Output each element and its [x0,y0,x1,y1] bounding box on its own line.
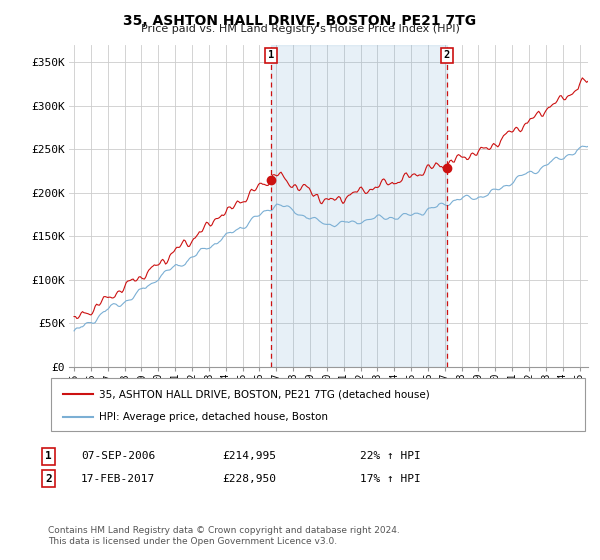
Text: 1: 1 [45,451,52,461]
Text: £214,995: £214,995 [222,451,276,461]
Text: 35, ASHTON HALL DRIVE, BOSTON, PE21 7TG (detached house): 35, ASHTON HALL DRIVE, BOSTON, PE21 7TG … [99,389,430,399]
Text: Price paid vs. HM Land Registry's House Price Index (HPI): Price paid vs. HM Land Registry's House … [140,24,460,34]
Text: 2: 2 [443,50,450,60]
Text: 17% ↑ HPI: 17% ↑ HPI [360,474,421,484]
Text: HPI: Average price, detached house, Boston: HPI: Average price, detached house, Bost… [99,412,328,422]
Text: 22% ↑ HPI: 22% ↑ HPI [360,451,421,461]
Text: 2: 2 [45,474,52,484]
Text: 1: 1 [268,50,274,60]
Bar [271,45,447,367]
Text: £228,950: £228,950 [222,474,276,484]
Text: 35, ASHTON HALL DRIVE, BOSTON, PE21 7TG: 35, ASHTON HALL DRIVE, BOSTON, PE21 7TG [124,14,476,28]
Text: Contains HM Land Registry data © Crown copyright and database right 2024.
This d: Contains HM Land Registry data © Crown c… [48,526,400,546]
Text: 17-FEB-2017: 17-FEB-2017 [81,474,155,484]
Text: 07-SEP-2006: 07-SEP-2006 [81,451,155,461]
